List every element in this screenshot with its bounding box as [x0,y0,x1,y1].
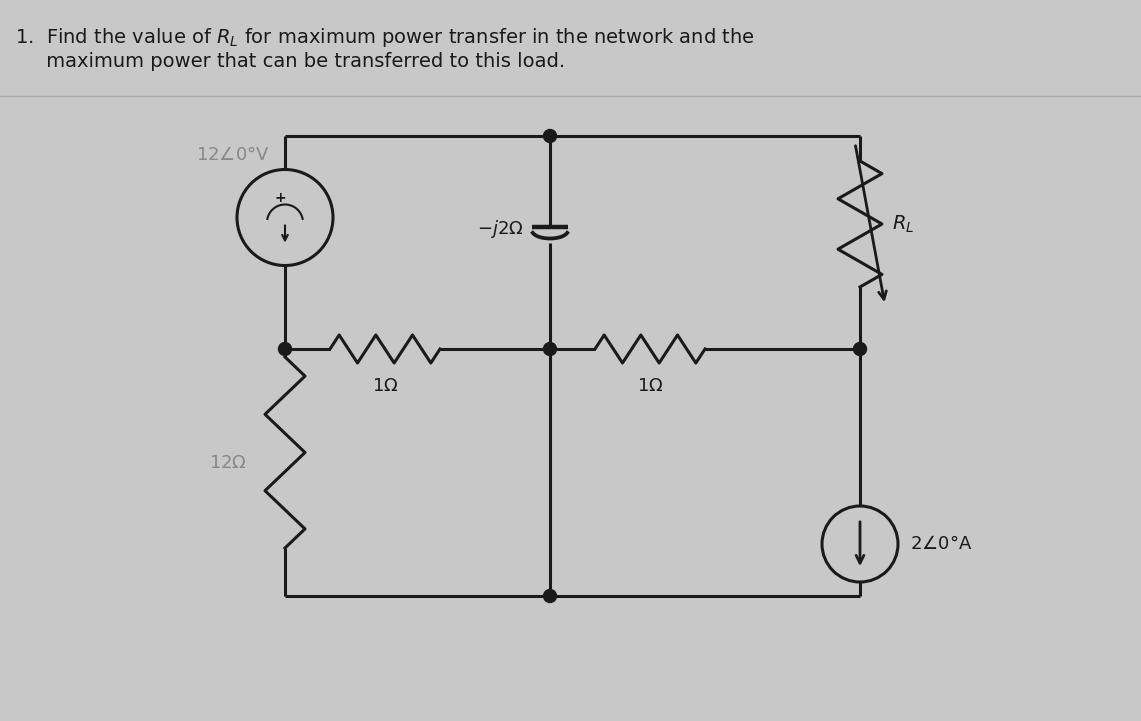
Text: $2\angle0°\mathregular{ A}$: $2\angle0°\mathregular{ A}$ [911,535,972,553]
Text: $12\angle0°\mathregular{V}$: $12\angle0°\mathregular{V}$ [196,146,270,164]
Text: $-j2\Omega$: $-j2\Omega$ [477,218,524,239]
Text: $12\Omega$: $12\Omega$ [209,454,246,472]
Text: $1\Omega$: $1\Omega$ [372,377,398,395]
Text: 1.  Find the value of $R_L$ for maximum power transfer in the network and the
  : 1. Find the value of $R_L$ for maximum p… [15,26,754,71]
Text: +: + [274,190,285,205]
Text: $1\Omega$: $1\Omega$ [637,377,663,395]
Text: $R_L$: $R_L$ [892,213,914,234]
Circle shape [278,342,291,355]
Circle shape [853,342,866,355]
Circle shape [543,590,557,603]
Circle shape [543,130,557,143]
Circle shape [543,342,557,355]
